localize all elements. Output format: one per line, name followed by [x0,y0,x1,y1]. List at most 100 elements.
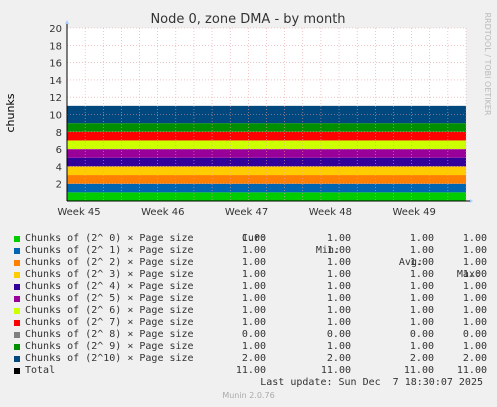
legend-row: Chunks of (2^ 4) × Page size 1.00 1.00 1.00… [12,281,487,293]
legend-swatch [14,260,20,266]
legend-value-avg: 0.00 [409,329,434,340]
legend-header-cur: Cur: [241,233,266,244]
legend-value-cur: 1.00 [241,293,266,304]
legend-value-min: 1.00 [326,257,351,268]
legend-value-avg: 1.00 [409,293,434,304]
legend-label: Chunks of (2^ 9) × Page size [25,341,194,352]
legend-value-max: 1.00 [462,257,487,268]
y-tick-label-7: 16 [49,59,62,70]
y-axis-arrow [65,20,69,24]
legend-value-avg: 1.00 [409,317,434,328]
legend-value-min: 1.00 [326,341,351,352]
area-band-6 [67,140,466,150]
legend-value-max: 11.00 [456,365,487,376]
legend-row: Chunks of (2^ 8) × Page size 0.00 0.00 0.00… [12,329,487,341]
legend-row: Chunks of (2^ 5) × Page size 1.00 1.00 1.00… [12,293,487,305]
legend-row: Chunks of (2^ 9) × Page size 1.00 1.00 1.00… [12,341,487,353]
legend-value-max: 1.00 [462,293,487,304]
legend-swatch [14,272,20,278]
legend-row: Chunks of (2^ 0) × Page size 1.00 1.00 1.00… [12,233,487,245]
legend-label: Chunks of (2^ 0) × Page size [25,233,194,244]
legend-value-avg: 1.00 [409,257,434,268]
legend-label: Chunks of (2^ 5) × Page size [25,293,194,304]
legend-header: Cur: Min: Avg: Max: [12,221,487,280]
legend-swatch [14,344,20,350]
legend-header-avg: Avg: [398,257,423,268]
legend-row: Chunks of (2^ 1) × Page size 1.00 1.00 1.00… [12,245,487,257]
legend-value-min: 1.00 [326,293,351,304]
legend-value-avg: 1.00 [409,281,434,292]
chart-area: Node 0, zone DMA - by month chunks RRDTO… [4,12,492,218]
legend-value-cur: 1.00 [241,305,266,316]
y-tick-label-4: 10 [49,111,62,122]
y-axis-label: chunks [4,93,17,132]
y-tick-label-8: 18 [49,41,62,52]
legend-value-avg: 1.00 [409,245,434,256]
legend-value-max: 2.00 [462,353,487,364]
legend-value-min: 1.00 [326,281,351,292]
chart-title: Node 0, zone DMA - by month [150,12,345,27]
legend-swatch [14,284,20,290]
x-tick-label-3: Week 48 [309,207,352,218]
legend-row: Chunks of (2^10) × Page size 2.00 2.00 2.00… [12,353,487,365]
legend-header-min: Min: [315,245,340,256]
legend-value-max: 1.00 [462,233,487,244]
legend-value-avg: 2.00 [409,353,434,364]
x-tick-label-4: Week 49 [393,207,436,218]
legend-row: Chunks of (2^ 2) × Page size 1.00 1.00 1.00… [12,257,487,269]
y-tick-label-2: 6 [56,145,62,156]
legend-value-avg: 1.00 [409,305,434,316]
x-tick-label-1: Week 46 [141,207,184,218]
legend-label: Chunks of (2^ 7) × Page size [25,317,194,328]
x-axis-arrow [470,199,473,203]
legend-value-max: 0.00 [462,329,487,340]
legend: Cur: Min: Avg: Max: Chunks of (2^ 0) × P… [12,221,487,377]
legend-value-cur: 11.00 [235,365,266,376]
y-tick-label-1: 4 [56,162,62,173]
y-tick-label-5: 12 [49,93,62,104]
legend-value-max: 1.00 [462,341,487,352]
legend-label: Chunks of (2^ 6) × Page size [25,305,194,316]
legend-value-min: 2.00 [326,353,351,364]
legend-value-min: 11.00 [320,365,351,376]
legend-label: Total [25,365,56,376]
legend-value-cur: 1.00 [241,317,266,328]
legend-swatch [14,236,20,242]
legend-value-cur: 2.00 [241,353,266,364]
legend-value-max: 1.00 [462,269,487,280]
legend-row: Chunks of (2^ 3) × Page size 1.00 1.00 1.00… [12,269,487,281]
legend-value-cur: 1.00 [241,245,266,256]
area-band-2 [67,175,466,184]
legend-value-cur: 1.00 [241,341,266,352]
legend-value-cur: 1.00 [241,281,266,292]
legend-value-cur: 1.00 [241,257,266,268]
legend-swatch [14,296,20,302]
y-tick-label-3: 8 [56,128,62,139]
legend-value-cur: 1.00 [241,233,266,244]
legend-value-min: 1.00 [326,233,351,244]
x-tick-label-0: Week 45 [57,207,100,218]
legend-header-max: Max: [456,269,481,280]
x-tick-label-2: Week 47 [225,207,268,218]
legend-swatch [14,368,20,374]
legend-swatch [14,332,20,338]
legend-swatch [14,356,20,362]
legend-swatch [14,308,20,314]
legend-value-max: 1.00 [462,305,487,316]
legend-label: Chunks of (2^ 2) × Page size [25,257,194,268]
legend-row: Total 11.00 11.00 11.00 11.00 [12,365,487,377]
legend-row: Chunks of (2^ 7) × Page size 1.00 1.00 1.00… [12,317,487,329]
last-update: Last update: Sun Dec 7 18:30:07 2025 [260,377,483,388]
legend-value-max: 1.00 [462,245,487,256]
legend-label: Chunks of (2^ 3) × Page size [25,269,194,280]
area-band-5 [67,149,466,158]
legend-value-min: 0.00 [326,329,351,340]
area-band-10 [67,105,466,124]
legend-value-avg: 1.00 [409,269,434,280]
legend-value-avg: 1.00 [409,233,434,244]
legend-value-cur: 1.00 [241,269,266,280]
legend-value-avg: 11.00 [403,365,434,376]
legend-label: Chunks of (2^ 8) × Page size [25,329,194,340]
legend-value-min: 1.00 [326,245,351,256]
rrdtool-watermark: RRDTOOL / TOBI OETIKER [483,12,492,115]
